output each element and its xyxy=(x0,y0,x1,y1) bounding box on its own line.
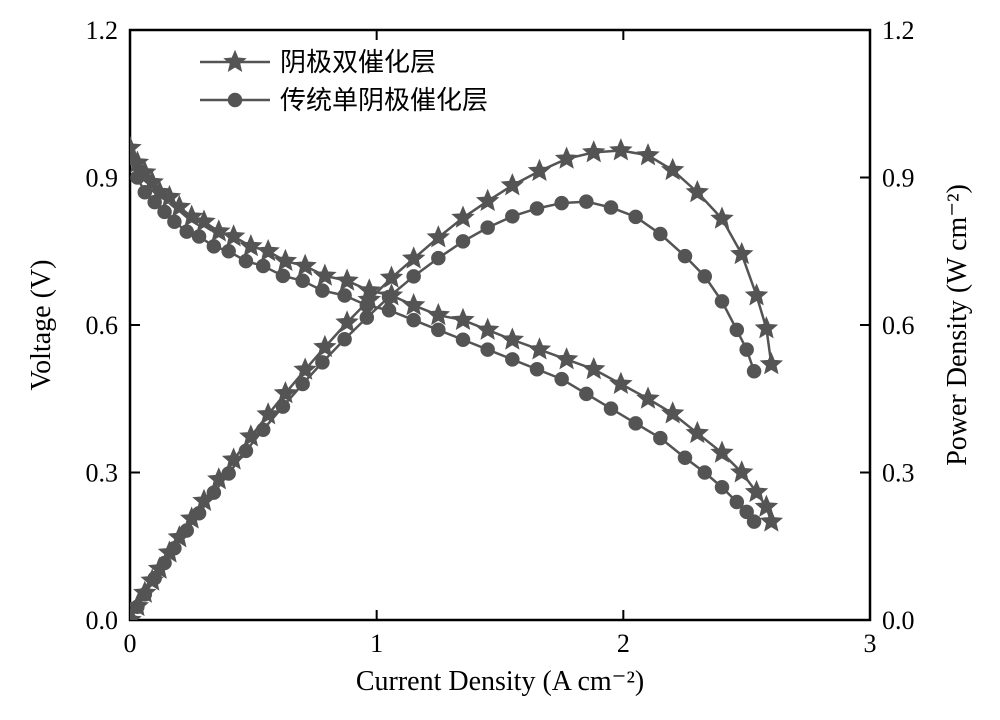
svg-text:1.2: 1.2 xyxy=(86,16,119,45)
svg-text:0.6: 0.6 xyxy=(86,311,119,340)
svg-text:0.0: 0.0 xyxy=(882,606,915,635)
svg-text:3: 3 xyxy=(864,629,877,658)
svg-text:0.9: 0.9 xyxy=(882,164,915,193)
svg-text:0.0: 0.0 xyxy=(86,606,119,635)
chart-container: 01230.00.30.60.91.20.00.30.60.91.2Curren… xyxy=(0,0,1000,720)
svg-text:0.9: 0.9 xyxy=(86,164,119,193)
svg-text:0.3: 0.3 xyxy=(86,459,119,488)
svg-text:传统单阴极催化层: 传统单阴极催化层 xyxy=(280,86,488,115)
svg-text:Voltage (V): Voltage (V) xyxy=(26,260,57,391)
svg-text:1: 1 xyxy=(370,629,383,658)
svg-text:0.3: 0.3 xyxy=(882,459,915,488)
polarization-chart: 01230.00.30.60.91.20.00.30.60.91.2Curren… xyxy=(0,0,1000,720)
svg-text:Power Density (W cm⁻²): Power Density (W cm⁻²) xyxy=(942,184,973,466)
svg-text:1.2: 1.2 xyxy=(882,16,915,45)
svg-text:Current Density (A cm⁻²): Current Density (A cm⁻²) xyxy=(356,666,644,697)
svg-text:0.6: 0.6 xyxy=(882,311,915,340)
svg-text:阴极双催化层: 阴极双催化层 xyxy=(280,48,436,77)
svg-text:2: 2 xyxy=(617,629,630,658)
svg-text:0: 0 xyxy=(124,629,137,658)
